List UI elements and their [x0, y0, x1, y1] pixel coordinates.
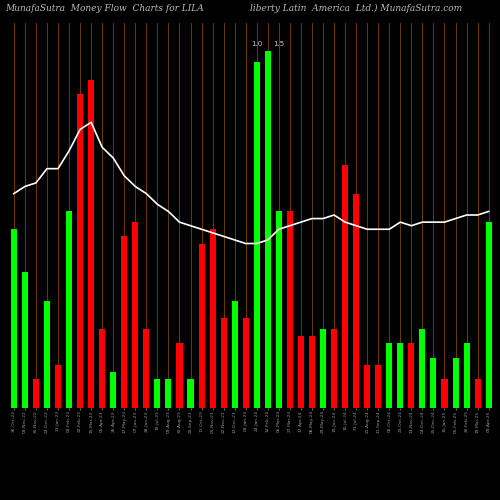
Bar	[452, 358, 458, 408]
Text: liberty Latin  America  Ltd.) MunafaSutra.com: liberty Latin America Ltd.) MunafaSutra.…	[250, 4, 462, 13]
Bar	[210, 230, 216, 408]
Bar	[309, 336, 315, 407]
Bar	[11, 230, 17, 408]
Bar	[398, 344, 404, 407]
Bar	[442, 379, 448, 408]
Bar	[430, 358, 436, 408]
Bar	[420, 329, 426, 407]
Bar	[287, 212, 293, 408]
Bar	[254, 62, 260, 408]
Bar	[166, 379, 172, 408]
Bar	[320, 329, 326, 407]
Bar	[55, 364, 61, 408]
Bar	[408, 344, 414, 407]
Text: 1.5: 1.5	[274, 42, 284, 48]
Bar	[353, 194, 359, 408]
Bar	[110, 372, 116, 408]
Bar	[44, 300, 50, 408]
Bar	[265, 51, 271, 408]
Bar	[220, 318, 226, 408]
Bar	[232, 300, 237, 408]
Bar	[198, 244, 204, 408]
Bar	[121, 236, 128, 408]
Bar	[99, 329, 105, 407]
Bar	[66, 212, 72, 408]
Bar	[132, 222, 138, 408]
Text: 1.0: 1.0	[251, 42, 262, 48]
Bar	[474, 379, 480, 408]
Bar	[77, 94, 83, 408]
Bar	[342, 165, 348, 408]
Bar	[176, 344, 182, 407]
Text: MunafaSutra  Money Flow  Charts for LILA: MunafaSutra Money Flow Charts for LILA	[5, 4, 204, 13]
Bar	[88, 80, 94, 407]
Bar	[298, 336, 304, 407]
Bar	[375, 364, 382, 408]
Bar	[276, 212, 282, 408]
Bar	[154, 379, 160, 408]
Bar	[486, 222, 492, 408]
Bar	[188, 379, 194, 408]
Bar	[22, 272, 28, 407]
Bar	[386, 344, 392, 407]
Bar	[364, 364, 370, 408]
Bar	[242, 318, 249, 408]
Bar	[464, 344, 469, 407]
Bar	[33, 379, 39, 408]
Bar	[144, 329, 150, 407]
Bar	[331, 329, 337, 407]
